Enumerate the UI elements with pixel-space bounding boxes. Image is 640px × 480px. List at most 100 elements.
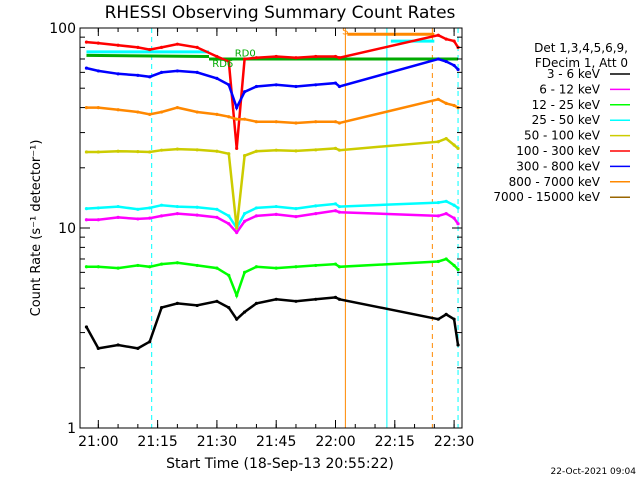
data-point: [136, 207, 140, 211]
x-tick-label: 21:15: [137, 434, 177, 450]
data-point: [116, 43, 120, 47]
data-point: [227, 115, 231, 119]
data-point: [227, 305, 231, 310]
data-point: [148, 47, 152, 52]
x-tick-label: 21:00: [78, 434, 118, 450]
data-point: [436, 317, 440, 321]
data-point: [333, 209, 338, 213]
data-point: [235, 226, 239, 230]
data-point: [84, 207, 89, 211]
data-point: [235, 293, 239, 298]
data-point: [254, 149, 259, 153]
data-point: [337, 265, 342, 269]
data-point: [337, 297, 342, 301]
data-point: [84, 105, 89, 110]
data-point: [242, 154, 247, 158]
legend-label: 800 - 7000 keV: [509, 175, 601, 189]
legend-label: 50 - 100 keV: [524, 129, 601, 143]
data-point: [274, 54, 278, 59]
series-line-3: [86, 200, 459, 231]
series-line-4: [86, 137, 459, 229]
data-point: [314, 120, 318, 124]
data-point: [159, 148, 164, 152]
data-point: [274, 212, 278, 216]
data-point: [148, 150, 152, 154]
data-point: [136, 263, 140, 268]
annotation-2: RD6: [212, 59, 233, 70]
data-point: [227, 152, 231, 156]
data-point: [227, 222, 231, 226]
data-point: [436, 200, 440, 205]
state-line-0: [86, 53, 210, 59]
x-axis-label: Start Time (18-Sep-13 20:55:22): [166, 456, 394, 472]
data-point: [195, 110, 199, 114]
data-point: [436, 33, 440, 37]
data-point: [215, 112, 219, 116]
legend-label: 7000 - 15000 keV: [493, 190, 600, 204]
data-point: [175, 301, 179, 305]
data-point: [314, 83, 318, 87]
data-point: [84, 150, 89, 154]
data-point: [235, 105, 239, 110]
data-point: [227, 273, 231, 277]
data-point: [235, 230, 239, 235]
data-point: [235, 146, 239, 151]
data-point: [254, 206, 259, 210]
data-point: [294, 265, 298, 269]
series-7: [84, 97, 460, 125]
data-point: [84, 325, 89, 329]
data-point: [159, 110, 164, 114]
data-point: [242, 117, 247, 121]
data-point: [148, 340, 152, 344]
data-point: [215, 54, 219, 59]
data-point: [136, 217, 140, 221]
data-point: [215, 207, 219, 211]
data-point: [452, 317, 456, 321]
data-point: [444, 312, 448, 316]
footer-timestamp: 22-Oct-2021 09:04: [551, 467, 637, 477]
data-point: [242, 57, 247, 61]
data-point: [444, 101, 448, 105]
data-point: [195, 213, 199, 217]
data-point: [314, 263, 318, 268]
data-point: [96, 105, 100, 110]
data-point: [227, 214, 231, 218]
data-point: [452, 63, 456, 68]
data-point: [136, 73, 140, 77]
data-point: [294, 56, 298, 60]
data-point: [195, 303, 199, 308]
series-2: [84, 257, 460, 300]
data-point: [159, 305, 164, 310]
series-line-5: [86, 33, 460, 149]
data-point: [215, 149, 219, 153]
data-point: [195, 70, 199, 74]
data-point: [452, 263, 456, 268]
data-point: [84, 66, 89, 70]
data-point: [148, 75, 152, 79]
x-tick-label: 22:00: [315, 434, 355, 450]
data-point: [456, 206, 460, 210]
data-point: [337, 204, 342, 209]
data-point: [148, 112, 152, 116]
data-point: [333, 262, 338, 266]
data-point: [136, 346, 140, 351]
data-point: [274, 297, 278, 301]
data-point: [175, 69, 179, 73]
data-point: [456, 146, 460, 151]
data-point: [136, 110, 140, 114]
legend-label: 100 - 300 keV: [516, 144, 600, 158]
data-point: [159, 214, 164, 218]
data-point: [444, 212, 448, 216]
data-point: [242, 270, 247, 274]
annotation-1: RD0: [235, 49, 256, 60]
data-point: [254, 265, 259, 269]
data-point: [337, 210, 342, 214]
data-point: [444, 136, 448, 141]
data-point: [136, 45, 140, 49]
data-point: [456, 67, 460, 72]
legend-label: 3 - 6 keV: [547, 67, 601, 81]
data-point: [452, 216, 456, 220]
data-point: [84, 218, 89, 222]
data-point: [148, 206, 152, 210]
